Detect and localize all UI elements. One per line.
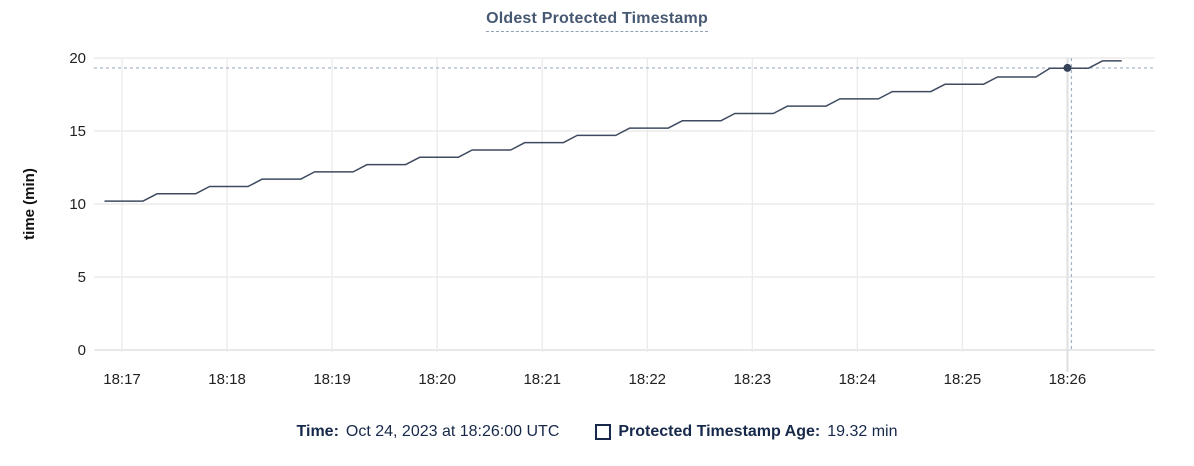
y-axis-title: time (min) bbox=[21, 168, 38, 240]
y-tick-label: 15 bbox=[69, 123, 86, 140]
y-tick-label: 20 bbox=[69, 50, 86, 67]
x-tick-label: 18:19 bbox=[313, 371, 351, 388]
y-tick-label: 10 bbox=[69, 196, 86, 213]
x-tick-label: 18:23 bbox=[734, 371, 772, 388]
chart-title[interactable]: Oldest Protected Timestamp bbox=[486, 10, 708, 32]
legend-series-value: 19.32 min bbox=[827, 423, 898, 440]
series-swatch-icon[interactable] bbox=[595, 424, 612, 440]
x-tick-label: 18:21 bbox=[523, 371, 561, 388]
legend-time-label: Time: bbox=[296, 423, 339, 440]
x-tick-label: 18:25 bbox=[944, 371, 982, 388]
x-tick-label: 18:24 bbox=[839, 371, 877, 388]
y-tick-label: 5 bbox=[78, 269, 86, 286]
hover-data-point[interactable] bbox=[1063, 63, 1072, 72]
x-tick-label: 18:17 bbox=[103, 371, 141, 388]
series-line bbox=[104, 60, 1122, 202]
chart-legend: Time: Oct 24, 2023 at 18:26:00 UTC Prote… bbox=[0, 423, 1194, 441]
legend-time-value: Oct 24, 2023 at 18:26:00 UTC bbox=[345, 423, 560, 440]
x-tick-label: 18:26 bbox=[1049, 371, 1087, 388]
legend-series-label[interactable]: Protected Timestamp Age: bbox=[618, 423, 821, 440]
x-tick-label: 18:18 bbox=[208, 371, 246, 388]
x-tick-label: 18:20 bbox=[418, 371, 456, 388]
y-tick-label: 0 bbox=[78, 342, 86, 359]
chart-title-row: Oldest Protected Timestamp bbox=[0, 10, 1194, 32]
chart-canvas[interactable]: 0 5 10 15 20 18:17 18:18 18:19 18:20 18:21 18:22 18… bbox=[0, 0, 1194, 405]
x-tick-label: 18:22 bbox=[628, 371, 666, 388]
